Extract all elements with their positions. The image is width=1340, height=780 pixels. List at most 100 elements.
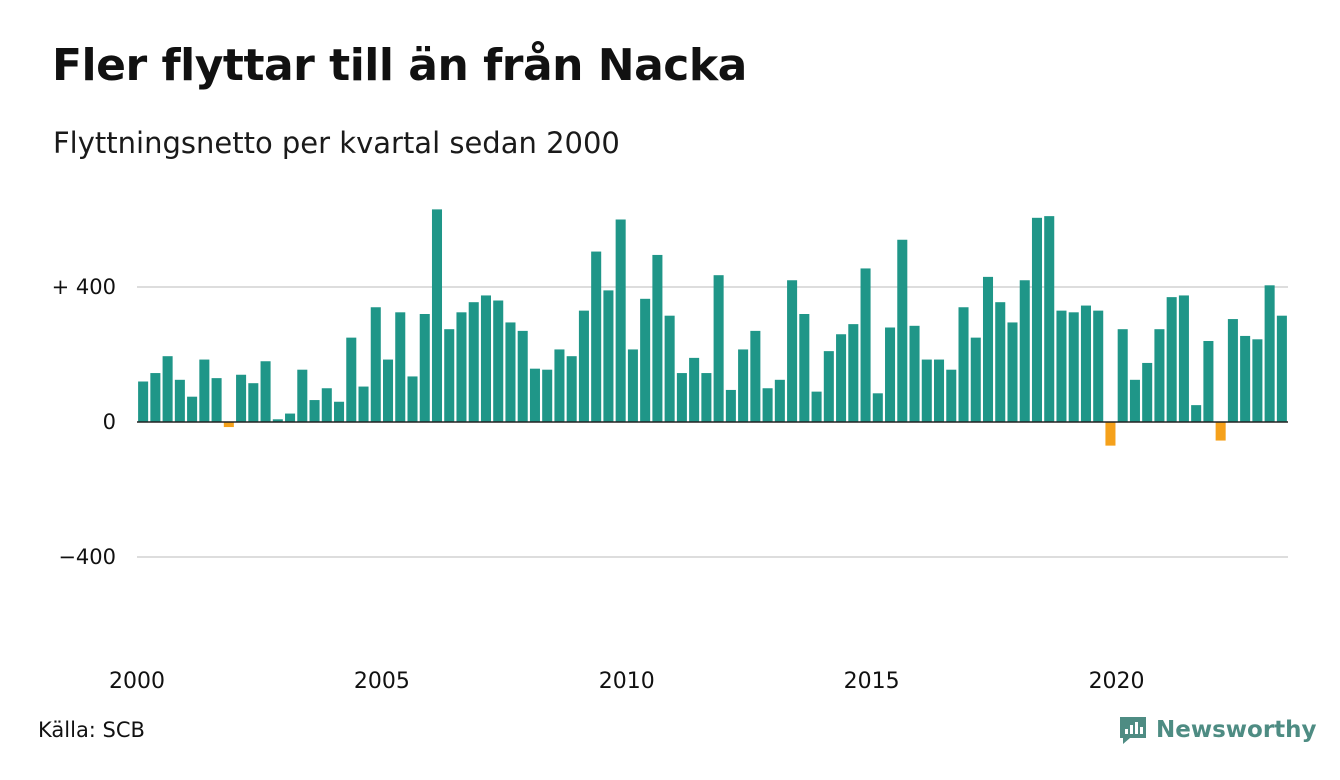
bar-2018-k3[interactable]	[1044, 216, 1055, 423]
bar-2009-k1[interactable]	[578, 310, 589, 423]
bar-2002-k2[interactable]	[248, 383, 259, 422]
bar-2015-k4[interactable]	[909, 325, 920, 422]
bar-2010-k1[interactable]	[627, 349, 638, 422]
bar-2004-k2[interactable]	[346, 337, 357, 423]
bar-2005-k4[interactable]	[419, 314, 430, 422]
bar-2021-k3[interactable]	[1191, 405, 1202, 423]
bar-2003-k3[interactable]	[309, 400, 320, 422]
bar-2010-k4[interactable]	[664, 315, 675, 422]
newsworthy-logo-icon	[1120, 717, 1146, 744]
bar-2001-k2[interactable]	[199, 359, 210, 422]
chart-subtitle: Flyttningsnetto per kvartal sedan 2000	[53, 126, 620, 160]
bar-2017-k2[interactable]	[982, 276, 994, 423]
bar-2001-k4[interactable]	[223, 422, 234, 428]
bar-2017-k4[interactable]	[1007, 322, 1018, 422]
bar-2022-k4[interactable]	[1252, 339, 1263, 422]
bar-2019-k3[interactable]	[1093, 310, 1104, 423]
bar-2012-k1[interactable]	[725, 389, 736, 422]
bar-2012-k2[interactable]	[738, 349, 749, 422]
bar-2010-k2[interactable]	[640, 298, 651, 422]
bar-2002-k1[interactable]	[236, 374, 247, 422]
bar-2021-k4[interactable]	[1203, 341, 1214, 422]
bar-2001-k1[interactable]	[187, 396, 198, 422]
bar-2006-k3[interactable]	[456, 312, 467, 422]
bar-2023-k1[interactable]	[1264, 285, 1275, 422]
bar-2001-k3[interactable]	[211, 378, 222, 423]
bar-2022-k3[interactable]	[1240, 335, 1251, 422]
bar-2014-k3[interactable]	[848, 324, 859, 423]
bar-2008-k3[interactable]	[554, 349, 565, 422]
bar-2018-k4[interactable]	[1056, 310, 1067, 423]
bar-2011-k2[interactable]	[689, 357, 700, 423]
bar-2015-k1[interactable]	[872, 393, 883, 422]
bar-2003-k2[interactable]	[297, 369, 308, 422]
bar-2019-k1[interactable]	[1068, 312, 1079, 422]
bar-2013-k2[interactable]	[787, 280, 798, 422]
bar-2008-k2[interactable]	[542, 369, 553, 422]
bar-2005-k2[interactable]	[395, 312, 406, 422]
bar-2015-k2[interactable]	[885, 327, 896, 423]
bar-2007-k3[interactable]	[505, 322, 516, 422]
bar-2015-k3[interactable]	[897, 239, 908, 422]
bar-2011-k4[interactable]	[713, 275, 724, 422]
bar-2020-k4[interactable]	[1154, 329, 1165, 422]
bar-2009-k3[interactable]	[603, 290, 614, 423]
bar-2006-k4[interactable]	[468, 302, 479, 422]
bar-2021-k1[interactable]	[1166, 297, 1177, 423]
bar-2005-k1[interactable]	[383, 359, 394, 422]
bar-2016-k3[interactable]	[946, 369, 957, 422]
bar-2002-k4[interactable]	[272, 419, 283, 422]
bar-2007-k1[interactable]	[480, 295, 491, 422]
bar-2008-k1[interactable]	[529, 368, 540, 423]
bar-2013-k4[interactable]	[811, 391, 822, 423]
bar-2016-k4[interactable]	[958, 307, 969, 422]
bar-2022-k1[interactable]	[1215, 422, 1226, 441]
bar-2006-k2[interactable]	[444, 329, 455, 422]
bar-2018-k1[interactable]	[1019, 280, 1030, 422]
bar-2000-k2[interactable]	[150, 373, 161, 422]
bar-2021-k2[interactable]	[1178, 295, 1189, 422]
bar-2007-k4[interactable]	[517, 330, 528, 423]
bar-2017-k1[interactable]	[970, 337, 981, 423]
bar-2013-k3[interactable]	[799, 314, 810, 422]
bar-2011-k1[interactable]	[676, 373, 687, 422]
bar-2020-k2[interactable]	[1129, 379, 1140, 422]
bar-2013-k1[interactable]	[774, 379, 785, 422]
bar-2008-k4[interactable]	[566, 356, 577, 422]
y-axis-ticks: + 400 0 −400	[52, 275, 116, 569]
bar-2017-k3[interactable]	[995, 302, 1006, 422]
bar-2019-k4[interactable]	[1105, 422, 1116, 446]
bar-2012-k3[interactable]	[750, 330, 761, 423]
bar-2009-k4[interactable]	[615, 219, 626, 423]
bar-2010-k3[interactable]	[652, 254, 663, 422]
bar-2002-k3[interactable]	[260, 361, 271, 422]
bar-2000-k1[interactable]	[138, 381, 149, 423]
bar-2009-k2[interactable]	[591, 251, 602, 422]
bar-2023-k2[interactable]	[1276, 315, 1287, 422]
bar-2011-k3[interactable]	[701, 373, 712, 422]
brand-logo[interactable]: Newsworthy	[1118, 714, 1317, 746]
bar-2004-k3[interactable]	[358, 386, 369, 422]
bar-2005-k3[interactable]	[407, 376, 418, 422]
bar-2012-k4[interactable]	[762, 388, 773, 422]
bar-2016-k2[interactable]	[934, 359, 945, 422]
bar-2007-k2[interactable]	[493, 300, 504, 423]
bar-2018-k2[interactable]	[1031, 217, 1042, 422]
x-tick-label: 2020	[1089, 669, 1145, 694]
bar-2019-k2[interactable]	[1080, 305, 1091, 422]
bar-2003-k1[interactable]	[285, 413, 296, 422]
bar-2016-k1[interactable]	[921, 359, 932, 422]
bar-2004-k4[interactable]	[370, 307, 381, 422]
bar-2022-k2[interactable]	[1227, 319, 1238, 422]
bar-2003-k4[interactable]	[321, 388, 332, 422]
bar-2020-k1[interactable]	[1117, 329, 1128, 422]
bar-2000-k4[interactable]	[174, 379, 185, 422]
bar-2020-k3[interactable]	[1142, 362, 1153, 422]
bar-2006-k1[interactable]	[431, 209, 443, 423]
bar-2000-k3[interactable]	[162, 356, 173, 422]
bar-2014-k2[interactable]	[836, 334, 847, 422]
bar-2014-k1[interactable]	[823, 351, 834, 423]
bar-chart: + 400 0 −400 2000 2005 2010 2015 2020	[52, 209, 1288, 694]
bar-2014-k4[interactable]	[860, 268, 871, 422]
bar-2004-k1[interactable]	[334, 401, 345, 422]
